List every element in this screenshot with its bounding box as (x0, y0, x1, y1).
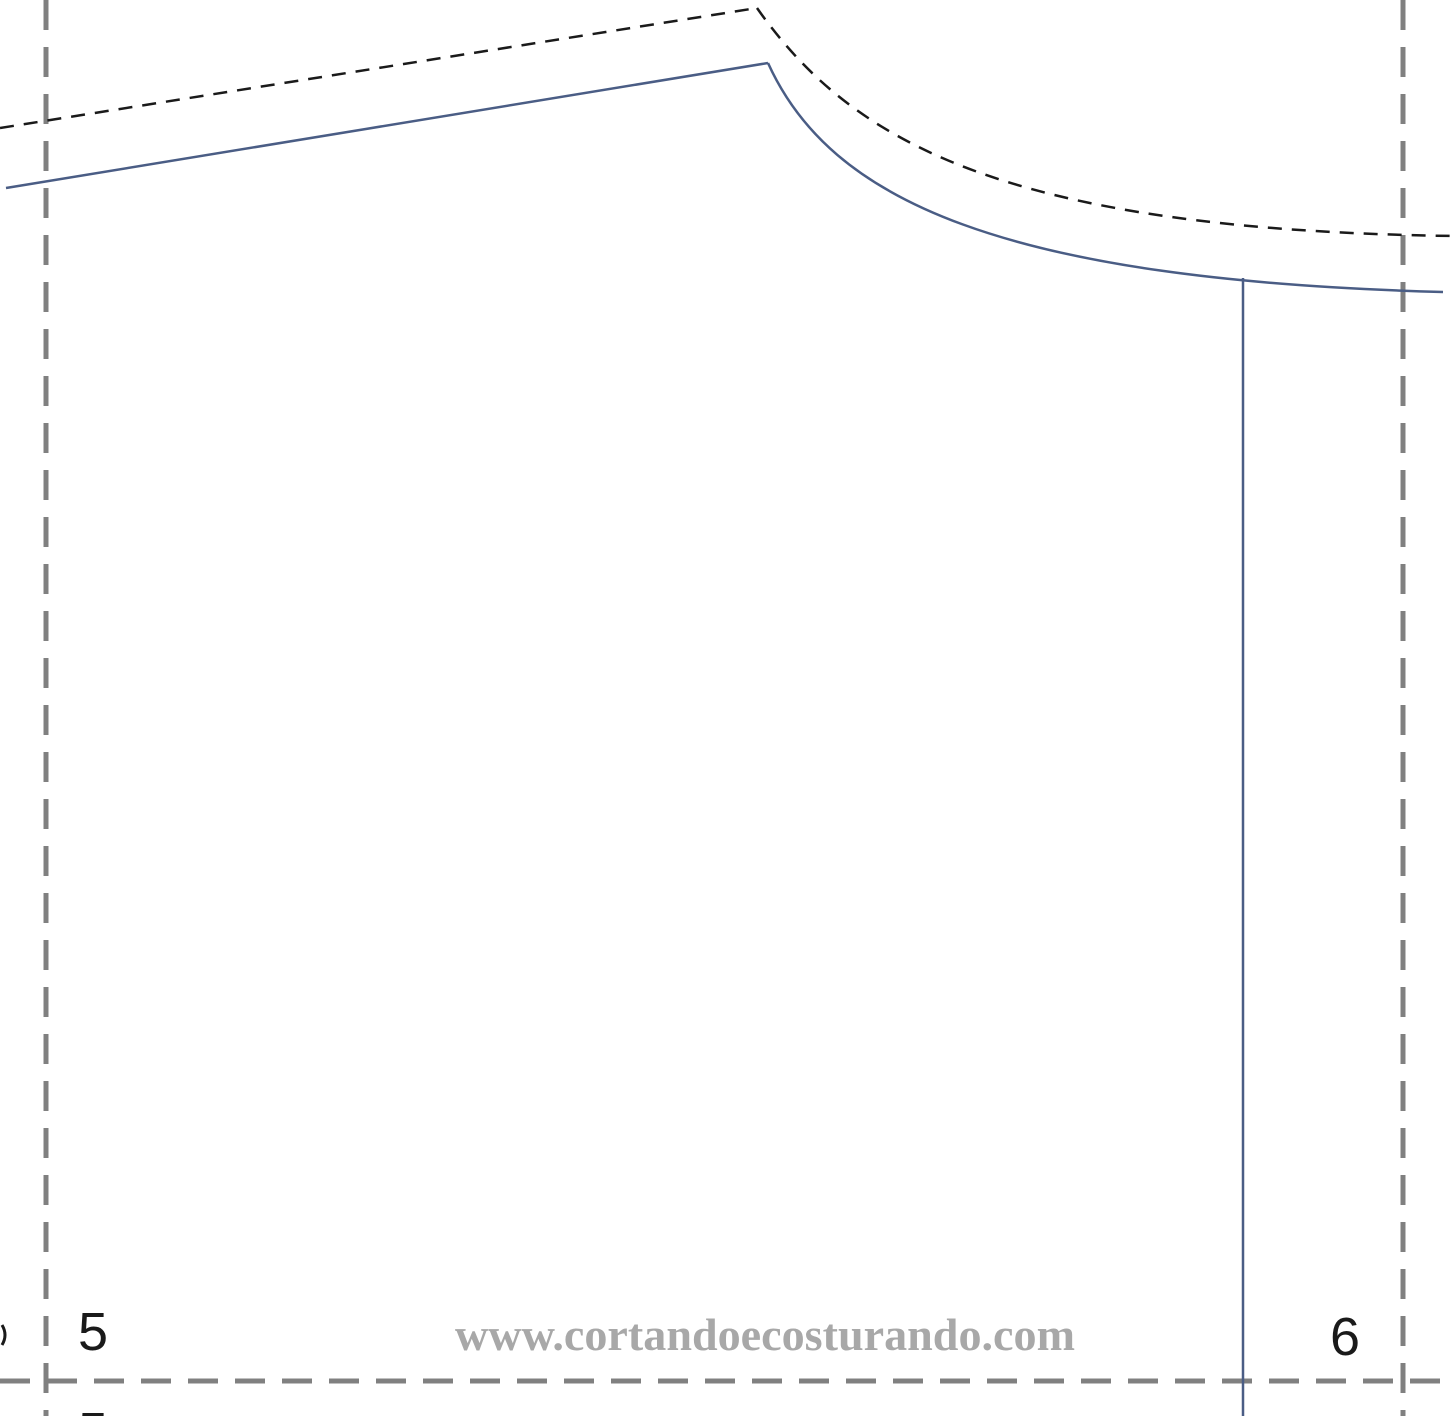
neckline-curve (766, 62, 1444, 294)
watermark-url: www.cortandoecosturando.com (455, 1309, 1075, 1360)
page-number-right: 6 (1330, 1307, 1360, 1367)
seam-allowance-lines (0, 6, 1455, 238)
shoulder-seam-allowance (0, 6, 758, 130)
neckline-seam-allowance (755, 7, 1455, 238)
page-number-below: 5 (78, 1402, 108, 1416)
pattern-outline (5, 61, 1444, 1416)
cropped-number-fragment (0, 1324, 7, 1346)
page-number-left: 5 (78, 1302, 108, 1362)
shoulder-line (5, 61, 769, 190)
